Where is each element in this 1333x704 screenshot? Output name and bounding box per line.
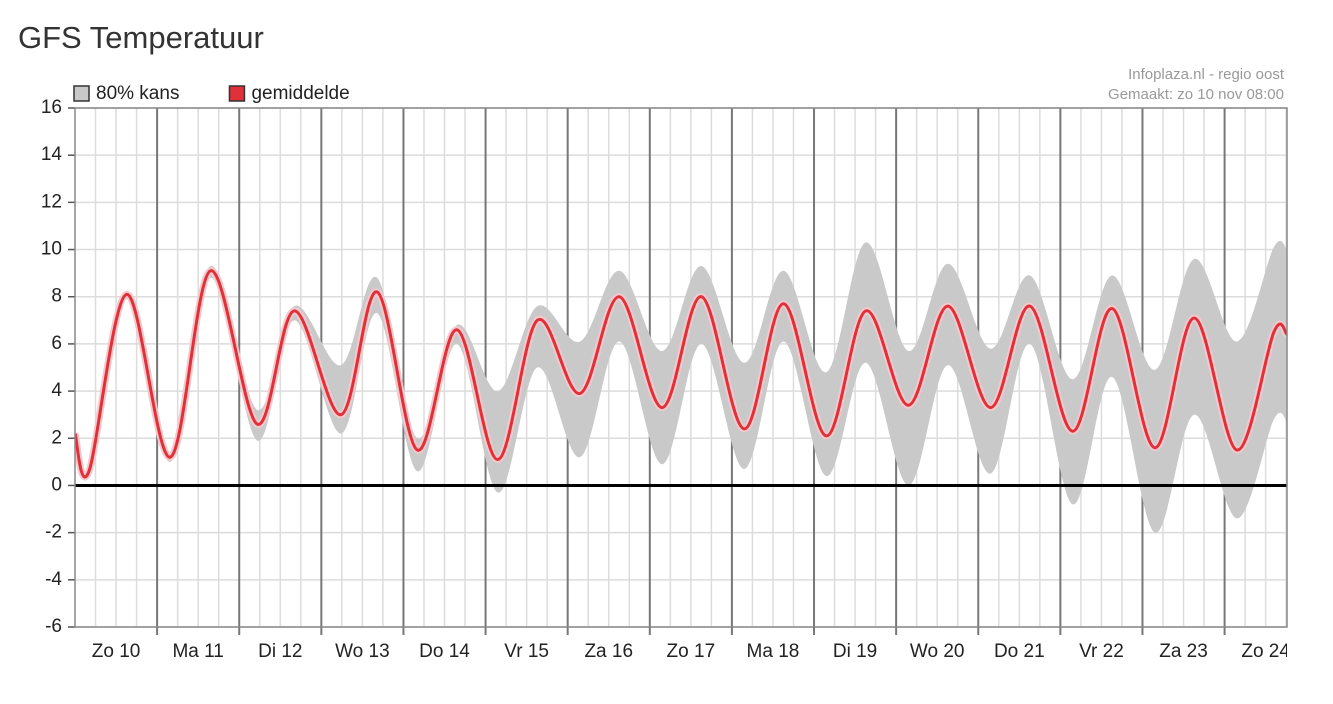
- y-tick-label: 10: [41, 239, 62, 260]
- y-tick-label: 0: [51, 474, 62, 495]
- y-tick-label: 8: [51, 286, 62, 307]
- x-tick-label: Do 14: [419, 641, 470, 662]
- legend-swatch: [73, 85, 90, 102]
- y-tick-label: 4: [51, 380, 62, 401]
- legend-swatch: [228, 85, 246, 102]
- legend-label: gemiddelde: [251, 83, 349, 104]
- x-tick-label: Zo 24: [1241, 641, 1290, 662]
- y-tick-label: 14: [41, 144, 63, 165]
- x-tick-label: Ma 18: [747, 641, 800, 662]
- y-tick-label: -6: [45, 616, 62, 637]
- x-tick-label: Za 16: [584, 641, 633, 662]
- legend-label: 80% kans: [96, 83, 179, 104]
- y-tick-label: 6: [51, 333, 62, 354]
- y-tick-label: 12: [41, 191, 62, 212]
- line: [75, 269, 1287, 479]
- band-area: [75, 240, 1287, 533]
- x-tick-label: Di 12: [258, 641, 302, 662]
- y-tick-label: -2: [45, 522, 62, 543]
- x-tick-label: Di 19: [833, 641, 877, 662]
- x-tick-label: Wo 13: [335, 641, 390, 662]
- labels: -6 -4 -2 0 2 4 6 8 10 12 14 16 Zo 10 Ma 11 Di 12 Wo 13 D…: [41, 83, 1290, 662]
- y-tick-label: 16: [41, 97, 62, 118]
- source: Infoplaza.nl - regio oost: [1128, 66, 1285, 83]
- y-tick-label: 2: [51, 427, 62, 448]
- x-tick-label: Zo 10: [92, 641, 141, 662]
- x-tick-label: Wo 20: [910, 641, 965, 662]
- y-tick-label: -4: [45, 569, 62, 590]
- made-date: Gemaakt: zo 10 nov 08:00: [1108, 86, 1284, 103]
- x-tick-label: Do 21: [994, 641, 1045, 662]
- plot: [75, 240, 1287, 533]
- x-tick-label: Vr 15: [504, 641, 549, 662]
- chart-title: GFS Temperatuur: [18, 20, 264, 55]
- plot-border: [74, 107, 1288, 628]
- x-tick-label: Za 23: [1159, 641, 1208, 662]
- x-tick-label: Ma 11: [172, 641, 223, 662]
- x-tick-label: Vr 22: [1079, 641, 1124, 662]
- x-tick-label: Zo 17: [667, 641, 716, 662]
